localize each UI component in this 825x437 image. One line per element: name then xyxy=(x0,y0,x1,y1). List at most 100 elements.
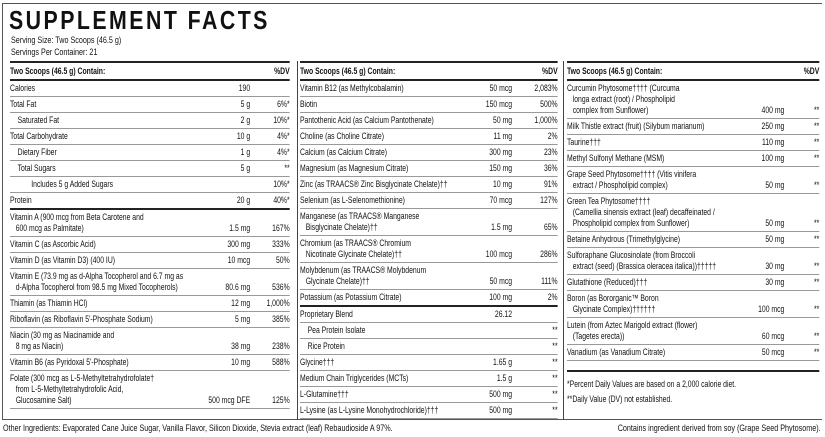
footnote: *Percent Daily Values are based on a 2,0… xyxy=(567,379,737,389)
nutrient-dv: 2% xyxy=(547,292,558,302)
nutrient-row: Vitamin C (as Ascorbic Acid) 300 mg 333% xyxy=(10,237,290,253)
nutrient-name: Folate (300 mcg as L-5-Methyltetrahydrof… xyxy=(10,373,155,405)
nutrient-name: Vitamin C (as Ascorbic Acid) xyxy=(10,239,96,249)
nutrient-amount: 1.5 mg xyxy=(491,222,513,232)
nutrient-amount: 150 mg xyxy=(489,163,513,173)
column-divider xyxy=(563,61,564,420)
nutrient-amount: 1.65 g xyxy=(493,357,513,367)
nutrient-amount: 26.12 xyxy=(494,309,513,319)
nutrient-name: Magnesium (as Magnesium Citrate) xyxy=(300,163,409,173)
serving-size: Serving Size: Two Scoops (46.5 g) xyxy=(11,35,122,45)
nutrient-dv: 1,000% xyxy=(266,298,290,308)
nutrient-row: Chromium (as TRAACS® Chromium Nicotinate… xyxy=(300,236,558,263)
nutrient-amount: 10 mg xyxy=(493,179,513,189)
nutrient-dv: 2,083% xyxy=(534,83,558,93)
nutrient-amount: 10 mcg xyxy=(227,255,251,265)
nutrient-dv: ** xyxy=(813,218,820,228)
nutrient-name: Glycine††† xyxy=(300,357,335,367)
nutrient-row: L-Lysine (as L-Lysine Monohydrochloride)… xyxy=(300,403,558,419)
nutrient-amount: 5 g xyxy=(240,99,251,109)
column-header: Two Scoops (46.5 g) Contain: %DV xyxy=(567,61,820,81)
nutrient-dv: 536% xyxy=(272,282,290,292)
nutrient-name: Rice Protein xyxy=(307,341,345,351)
nutrient-amount: 50 mg xyxy=(493,115,513,125)
nutrient-dv: ** xyxy=(552,389,558,399)
nutrient-dv: 91% xyxy=(543,179,558,189)
nutrient-amount: 300 mg xyxy=(227,239,251,249)
nutrient-dv: ** xyxy=(552,373,558,383)
nutrient-name: Total Fat xyxy=(10,99,37,109)
nutrient-amount: 50 mcg xyxy=(489,83,513,93)
nutrient-amount: 1 g xyxy=(240,147,251,157)
nutrient-row: Betaine Anhydrous (Trimethylglycine) 50 … xyxy=(567,232,820,248)
nutrient-row: Vitamin B12 (as Methylcobalamin) 50 mcg … xyxy=(300,81,558,97)
nutrient-row: Boron (as Bororganic™ Boron Glycinate Co… xyxy=(567,291,820,318)
nutrient-row: Pea Protein Isolate ** xyxy=(300,323,558,339)
nutrient-row: Vitamin D (as Vitamin D3) (400 IU) 10 mc… xyxy=(10,253,290,269)
dv-header: %DV xyxy=(542,65,558,76)
nutrient-dv: ** xyxy=(813,180,820,190)
supplement-facts-panel xyxy=(2,3,822,420)
nutrient-row: Glycine††† 1.65 g ** xyxy=(300,355,558,371)
nutrient-row: Biotin 150 mcg 500% xyxy=(300,97,558,113)
nutrient-row: Folate (300 mcg as L-5-Methyltetrahydrof… xyxy=(10,371,290,409)
nutrient-name: Sulforaphane Glucosinolate (from Broccol… xyxy=(567,250,717,271)
nutrient-amount: 1.5 mg xyxy=(229,223,251,233)
nutrient-name: Vitamin B12 (as Methylcobalamin) xyxy=(300,83,404,93)
nutrient-name: Pea Protein Isolate xyxy=(307,325,366,335)
nutrient-name: Green Tea Phytosome†††† (Camellia sinens… xyxy=(567,196,715,228)
nutrient-amount: 11 mg xyxy=(493,131,513,141)
nutrient-dv: 6%* xyxy=(277,99,290,109)
nutrient-row: Proprietary Blend 26.12 xyxy=(300,307,558,323)
nutrient-name: Chromium (as TRAACS® Chromium Nicotinate… xyxy=(300,238,411,259)
nutrient-row: Saturated Fat 2 g 10%* xyxy=(10,113,290,129)
nutrient-row: L-Glutamine††† 500 mg ** xyxy=(300,387,558,403)
nutrient-name: Protein xyxy=(10,195,32,205)
nutrient-amount: 50 mg xyxy=(765,218,785,228)
nutrient-amount: 150 mcg xyxy=(485,99,513,109)
nutrient-amount: 400 mg xyxy=(761,105,785,115)
nutrient-row: Green Tea Phytosome†††† (Camellia sinens… xyxy=(567,194,820,232)
nutrient-name: Proprietary Blend xyxy=(300,309,353,319)
nutrient-amount: 250 mg xyxy=(761,121,785,131)
nutrient-name: Curcumin Phytosome†††† (Curcuma longa ex… xyxy=(567,83,680,115)
nutrient-name: Calories xyxy=(10,83,36,93)
nutrient-row: Riboflavin (as Riboflavin 5'-Phosphate S… xyxy=(10,312,290,328)
nutrient-dv: 10%* xyxy=(273,115,290,125)
nutrient-row: Magnesium (as Magnesium Citrate) 150 mg … xyxy=(300,161,558,177)
nutrient-amount: 10 mg xyxy=(231,357,251,367)
column-header: Two Scoops (46.5 g) Contain: %DV xyxy=(10,61,290,81)
footnotes: *Percent Daily Values are based on a 2,0… xyxy=(567,370,820,405)
nutrient-dv: ** xyxy=(813,304,820,314)
nutrient-amount: 100 mcg xyxy=(758,304,785,314)
column-header: Two Scoops (46.5 g) Contain: %DV xyxy=(300,61,558,81)
nutrient-row: Taurine††† 110 mg ** xyxy=(567,135,820,151)
nutrient-name: L-Glutamine††† xyxy=(300,389,349,399)
nutrient-row: Vanadium (as Vanadium Citrate) 50 mcg ** xyxy=(567,345,820,361)
nutrient-dv: 4%* xyxy=(277,131,290,141)
nutrient-amount: 500 mcg DFE xyxy=(208,395,251,405)
nutrient-amount: 190 xyxy=(238,83,251,93)
nutrient-row: Calories 190 xyxy=(10,81,290,97)
nutrient-amount: 500 mg xyxy=(489,389,513,399)
nutrient-amount: 50 mcg xyxy=(489,276,513,286)
nutrient-dv: ** xyxy=(552,325,558,335)
nutrient-dv: ** xyxy=(552,341,558,351)
nutrient-dv: 588% xyxy=(272,357,290,367)
nutrient-dv: 385% xyxy=(272,314,290,324)
nutrient-dv: 1,000% xyxy=(534,115,558,125)
nutrient-name: Vanadium (as Vanadium Citrate) xyxy=(567,347,666,357)
nutrient-name: Pantothenic Acid (as Calcium Pantothenat… xyxy=(300,115,434,125)
footnote: **Daily Value (DV) not established. xyxy=(567,394,673,404)
nutrient-row: Rice Protein ** xyxy=(300,339,558,355)
nutrient-row: Vitamin B6 (as Pyridoxal 5'-Phosphate) 1… xyxy=(10,355,290,371)
nutrient-row: Pantothenic Acid (as Calcium Pantothenat… xyxy=(300,113,558,129)
nutrient-row: Calcium (as Calcium Citrate) 300 mg 23% xyxy=(300,145,558,161)
nutrient-name: Grape Seed Phytosome†††† (Vitis vinifera… xyxy=(567,169,697,190)
other-ingredients: Other Ingredients: Evaporated Cane Juice… xyxy=(3,423,393,433)
nutrient-dv: 4%* xyxy=(277,147,290,157)
facts-column-1: Two Scoops (46.5 g) Contain: %DV Calorie… xyxy=(10,61,290,409)
dv-header: %DV xyxy=(803,65,820,76)
nutrient-amount: 100 mcg xyxy=(485,249,513,259)
nutrient-name: Taurine††† xyxy=(567,137,601,147)
